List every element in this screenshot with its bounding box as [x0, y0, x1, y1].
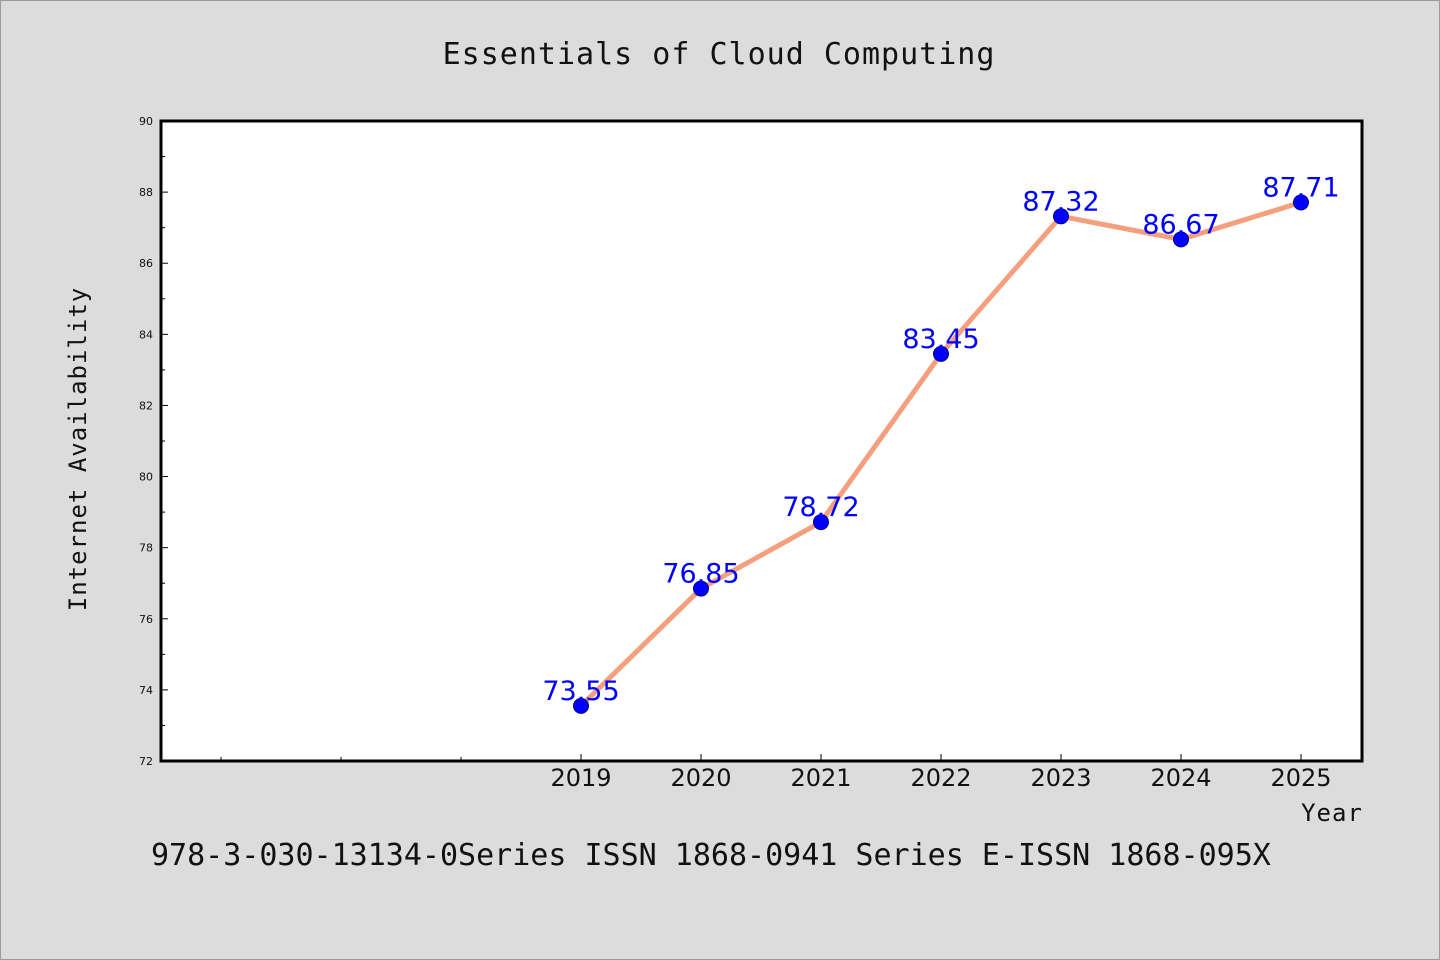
data-point-marker: [933, 345, 949, 362]
data-point-marker: [1293, 194, 1309, 211]
footer-isbn-text: 978-3-030-13134-0Series ISSN 1868-0941 S…: [151, 838, 1271, 873]
x-tick-label: 2022: [910, 764, 971, 792]
data-point-marker: [1053, 208, 1069, 225]
x-axis-label: Year: [1301, 799, 1363, 827]
data-label: 78.72: [782, 492, 859, 523]
chart-title: Essentials of Cloud Computing: [443, 37, 996, 72]
plot-area: [159, 119, 1364, 763]
data-label: 73.55: [542, 676, 619, 707]
y-tick-label: 74: [139, 684, 153, 697]
data-point-marker: [693, 580, 709, 597]
x-tick-label: 2021: [790, 764, 851, 792]
data-label: 76.85: [662, 559, 739, 590]
y-tick-label: 90: [139, 115, 153, 128]
data-point-marker: [573, 697, 589, 714]
y-tick-label: 84: [139, 328, 153, 341]
x-tick-label: 2025: [1270, 764, 1331, 792]
y-tick-label: 72: [139, 755, 153, 768]
y-tick-label: 80: [139, 471, 153, 484]
y-axis-label: Internet Availability: [64, 287, 92, 611]
data-labels-group: 73.55 76.85 78.72 83.45 87.32 86.67 87.71: [542, 172, 1339, 706]
data-label: 87.32: [1022, 186, 1099, 217]
y-tick-label: 86: [139, 257, 153, 270]
data-label: 86.67: [1142, 209, 1219, 240]
x-axis: 2019 2020 2021 2022 2023 2024 2025: [220, 754, 1332, 792]
y-tick-label: 82: [139, 399, 153, 412]
y-tick-label: 88: [139, 186, 153, 199]
data-label: 87.71: [1262, 172, 1339, 203]
y-tick-label: 76: [139, 613, 153, 626]
x-tick-label: 2019: [550, 764, 611, 792]
series-line-group: [573, 194, 1309, 714]
x-tick-label: 2020: [670, 764, 731, 792]
y-axis: 72 74 76 78 80 82 84 86 88 90: [139, 115, 168, 768]
x-tick-label: 2024: [1150, 764, 1211, 792]
data-label: 83.45: [902, 324, 979, 355]
data-point-marker: [1173, 231, 1189, 248]
data-point-marker: [813, 514, 829, 531]
x-tick-label: 2023: [1030, 764, 1091, 792]
y-tick-label: 78: [139, 542, 153, 555]
